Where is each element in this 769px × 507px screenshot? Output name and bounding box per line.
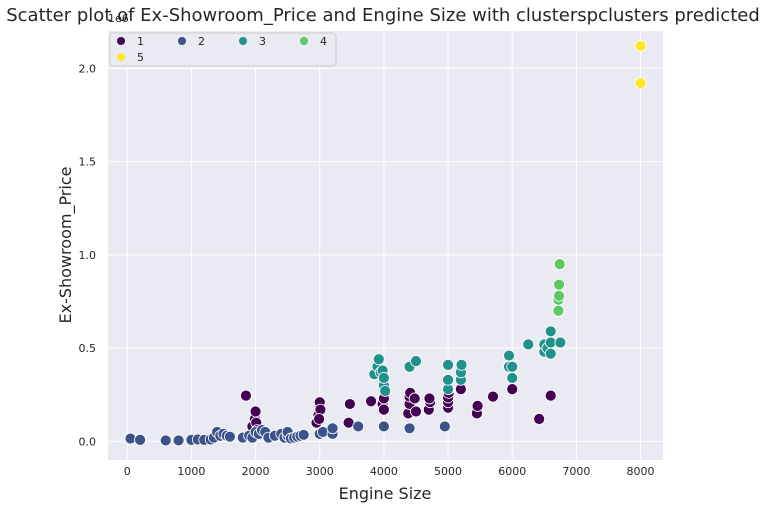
data-point-cluster-2 (352, 420, 365, 433)
legend-label-1: 1 (137, 35, 144, 48)
data-point-cluster-2 (159, 434, 172, 447)
chart-title: Scatter plot of Ex-Showroom_Price and En… (6, 5, 760, 26)
legend-marker-3 (239, 37, 247, 45)
legend-marker-1 (117, 37, 125, 45)
data-point-cluster-3 (372, 353, 385, 366)
data-point-cluster-1 (365, 395, 377, 408)
data-point-cluster-2 (297, 428, 310, 441)
data-point-cluster-3 (442, 373, 454, 386)
legend-label-2: 2 (198, 35, 205, 48)
x-tick-label: 6000 (498, 465, 526, 478)
data-point-cluster-1 (240, 389, 252, 402)
data-point-cluster-2 (172, 434, 185, 447)
data-point-cluster-3 (506, 360, 519, 373)
data-point-cluster-3 (410, 355, 422, 368)
data-point-cluster-3 (522, 338, 535, 351)
y-tick-label: 1.0 (79, 249, 97, 262)
data-point-cluster-1 (343, 398, 356, 410)
legend-marker-5 (117, 53, 125, 61)
data-point-cluster-3 (544, 325, 557, 338)
y-tick-label: 1.5 (79, 156, 97, 169)
x-tick-label: 1000 (177, 465, 205, 478)
legend: 1 2 3 4 5 (109, 32, 337, 67)
data-point-cluster-3 (503, 349, 515, 362)
x-tick-label: 0 (124, 465, 131, 478)
data-point-cluster-3 (442, 358, 454, 371)
legend-box (109, 32, 337, 67)
data-point-cluster-5 (634, 77, 647, 90)
data-point-cluster-1 (423, 392, 436, 405)
data-point-cluster-4 (552, 304, 565, 317)
scatter-points (124, 40, 647, 447)
tick-labels: 0 1000 2000 3000 4000 5000 6000 7000 8000 0.0 0.5 1… (79, 62, 655, 478)
data-point-cluster-3 (506, 372, 519, 384)
x-axis-label: Engine Size (339, 484, 432, 503)
legend-marker-2 (178, 37, 186, 45)
data-point-cluster-3 (377, 372, 390, 384)
y-tick-label: 2.0 (79, 62, 97, 75)
data-point-cluster-4 (553, 289, 565, 302)
data-point-cluster-1 (408, 392, 421, 405)
x-tick-label: 4000 (370, 465, 398, 478)
data-point-cluster-1 (487, 390, 499, 403)
data-point-cluster-1 (533, 413, 546, 425)
data-point-cluster-1 (377, 403, 390, 416)
data-point-cluster-1 (506, 383, 519, 396)
data-point-cluster-2 (403, 422, 416, 435)
data-point-cluster-2 (377, 420, 390, 433)
y-tick-label: 0.5 (79, 342, 97, 355)
data-point-cluster-4 (553, 278, 565, 291)
data-point-cluster-2 (134, 433, 146, 446)
data-point-cluster-1 (249, 405, 262, 418)
legend-label-5: 5 (137, 51, 144, 64)
x-tick-label: 2000 (242, 465, 270, 478)
data-point-cluster-1 (410, 405, 422, 418)
x-tick-label: 5000 (434, 465, 462, 478)
data-point-cluster-3 (544, 347, 557, 360)
data-point-cluster-3 (379, 385, 392, 397)
data-point-cluster-2 (326, 422, 339, 435)
y-tick-label: 0.0 (79, 435, 97, 448)
data-point-cluster-2 (438, 420, 451, 433)
x-tick-label: 7000 (562, 465, 590, 478)
data-point-cluster-1 (313, 413, 325, 425)
legend-label-4: 4 (320, 35, 327, 48)
data-point-cluster-4 (553, 258, 566, 271)
data-point-cluster-1 (471, 400, 484, 412)
data-point-cluster-5 (634, 40, 647, 52)
x-tick-label: 8000 (627, 465, 655, 478)
y-offset-label: 1e6 (108, 12, 129, 25)
y-axis-label: Ex-Showroom_Price (56, 167, 76, 324)
data-point-cluster-2 (124, 432, 137, 445)
data-point-cluster-3 (455, 358, 468, 371)
data-point-cluster-3 (554, 336, 567, 349)
data-point-cluster-1 (544, 389, 557, 402)
data-point-cluster-2 (224, 430, 236, 443)
legend-label-3: 3 (259, 35, 266, 48)
legend-marker-4 (300, 37, 308, 45)
x-tick-label: 3000 (306, 465, 334, 478)
